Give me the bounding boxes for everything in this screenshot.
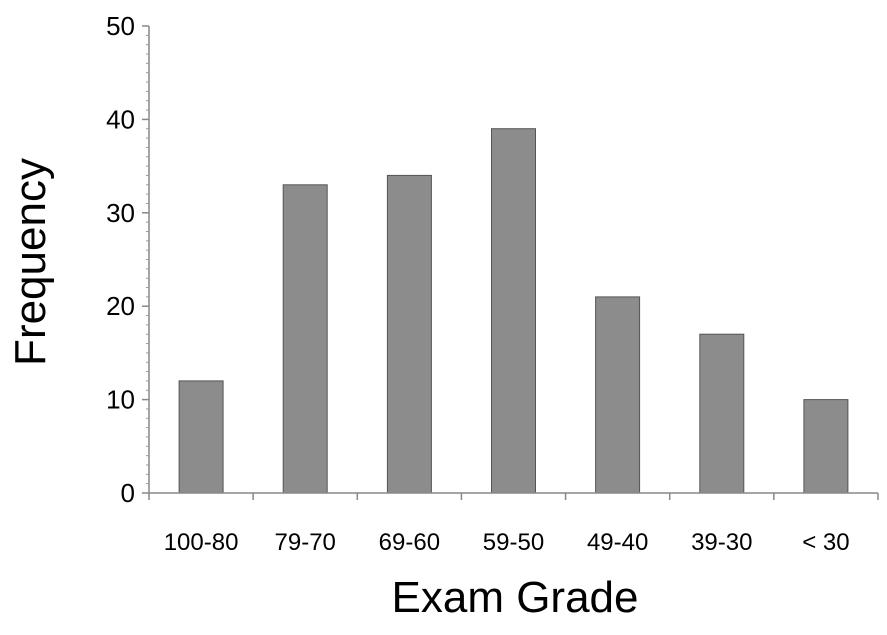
y-tick-label: 40	[106, 104, 135, 134]
x-tick-label: 59-50	[483, 529, 544, 556]
bar-39-30	[699, 333, 745, 494]
y-tick-label: 50	[106, 11, 135, 41]
y-tick-label: 0	[121, 478, 135, 508]
bar-59-50	[491, 128, 536, 494]
y-tick-label: 20	[106, 291, 135, 321]
x-ticks-group: 100-80 79-70 69-60 59-50 49-40 39-30 < 30	[164, 529, 850, 556]
y-axis-title: Frequency	[6, 158, 55, 366]
bars-group	[178, 128, 849, 494]
x-axis-title: Exam Grade	[392, 573, 639, 622]
x-tick-label: 39-30	[691, 529, 752, 556]
x-tick-label: 69-60	[379, 529, 440, 556]
y-ticks-group: 0 10 20 30 40 50	[106, 11, 135, 508]
bar-100-80	[178, 380, 224, 494]
bar-69-60	[386, 174, 432, 494]
x-tick-label: 79-70	[275, 529, 336, 556]
y-tick-label: 10	[106, 385, 135, 415]
y-tick-label: 30	[106, 198, 135, 228]
x-tick-label: 100-80	[164, 529, 239, 556]
x-tick-label: 49-40	[587, 529, 648, 556]
x-tick-label: < 30	[802, 529, 849, 556]
bar-79-70	[282, 184, 328, 494]
bar-49-40	[595, 296, 641, 494]
axes-group	[142, 25, 879, 500]
bar-30	[803, 399, 849, 494]
